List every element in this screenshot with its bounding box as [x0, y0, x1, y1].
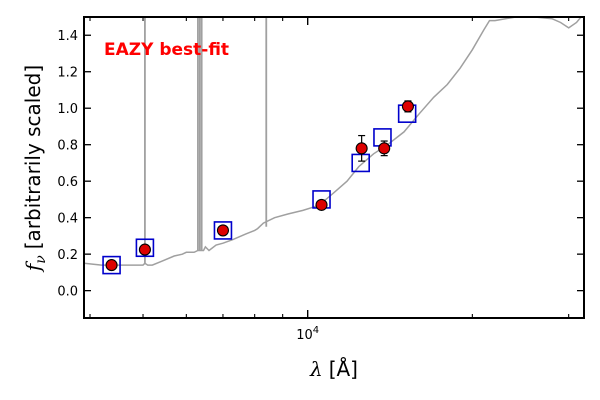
observed-photometry-point: [216, 224, 230, 237]
plot-content: [84, 17, 583, 275]
x-axis-label: λ [Å]: [309, 357, 358, 381]
y-tick-label: 1.0: [57, 102, 78, 117]
axes-frame: [83, 16, 585, 319]
x-tick-exponent: 4: [313, 325, 319, 336]
y-tick-label: 0.6: [57, 175, 78, 190]
y-tick-label: 0.0: [57, 285, 78, 300]
observed-photometry-point: [378, 142, 391, 155]
model-photometry-square: [213, 221, 233, 240]
y-tick-label: 0.2: [57, 248, 78, 263]
y-axis-label: fν[arbitrarily scaled]: [21, 65, 49, 273]
x-axis-symbol: λ: [309, 357, 323, 381]
x-tick-base: 10: [296, 328, 313, 343]
observed-photometry-point: [315, 198, 328, 211]
axis-ticks: [84, 17, 584, 318]
model-photometry-square: [135, 238, 155, 258]
y-tick-label: 1.4: [57, 29, 78, 44]
observed-photometry-point: [401, 100, 414, 113]
y-axis-subscript: ν: [33, 255, 49, 264]
model-photometry-square: [351, 153, 370, 173]
y-tick-label: 0.4: [57, 212, 78, 227]
x-tick-label-10000: 104: [296, 325, 319, 343]
observed-photometry-point: [355, 142, 368, 155]
eazy-annotation: EAZY best-fit: [104, 40, 229, 60]
x-axis-unit: [Å]: [329, 357, 358, 381]
template-spectrum-line: [84, 17, 583, 266]
y-tick-labels: 0.0 0.2 0.4 0.6 0.8 1.0 1.2 1.4: [57, 29, 78, 299]
y-tick-label: 1.2: [57, 66, 78, 81]
y-axis-text: [arbitrarily scaled]: [21, 65, 45, 249]
model-photometry-square: [102, 255, 121, 275]
observed-photometry-point: [105, 259, 118, 272]
observed-photometry-point: [138, 243, 151, 256]
y-tick-label: 0.8: [57, 139, 78, 154]
